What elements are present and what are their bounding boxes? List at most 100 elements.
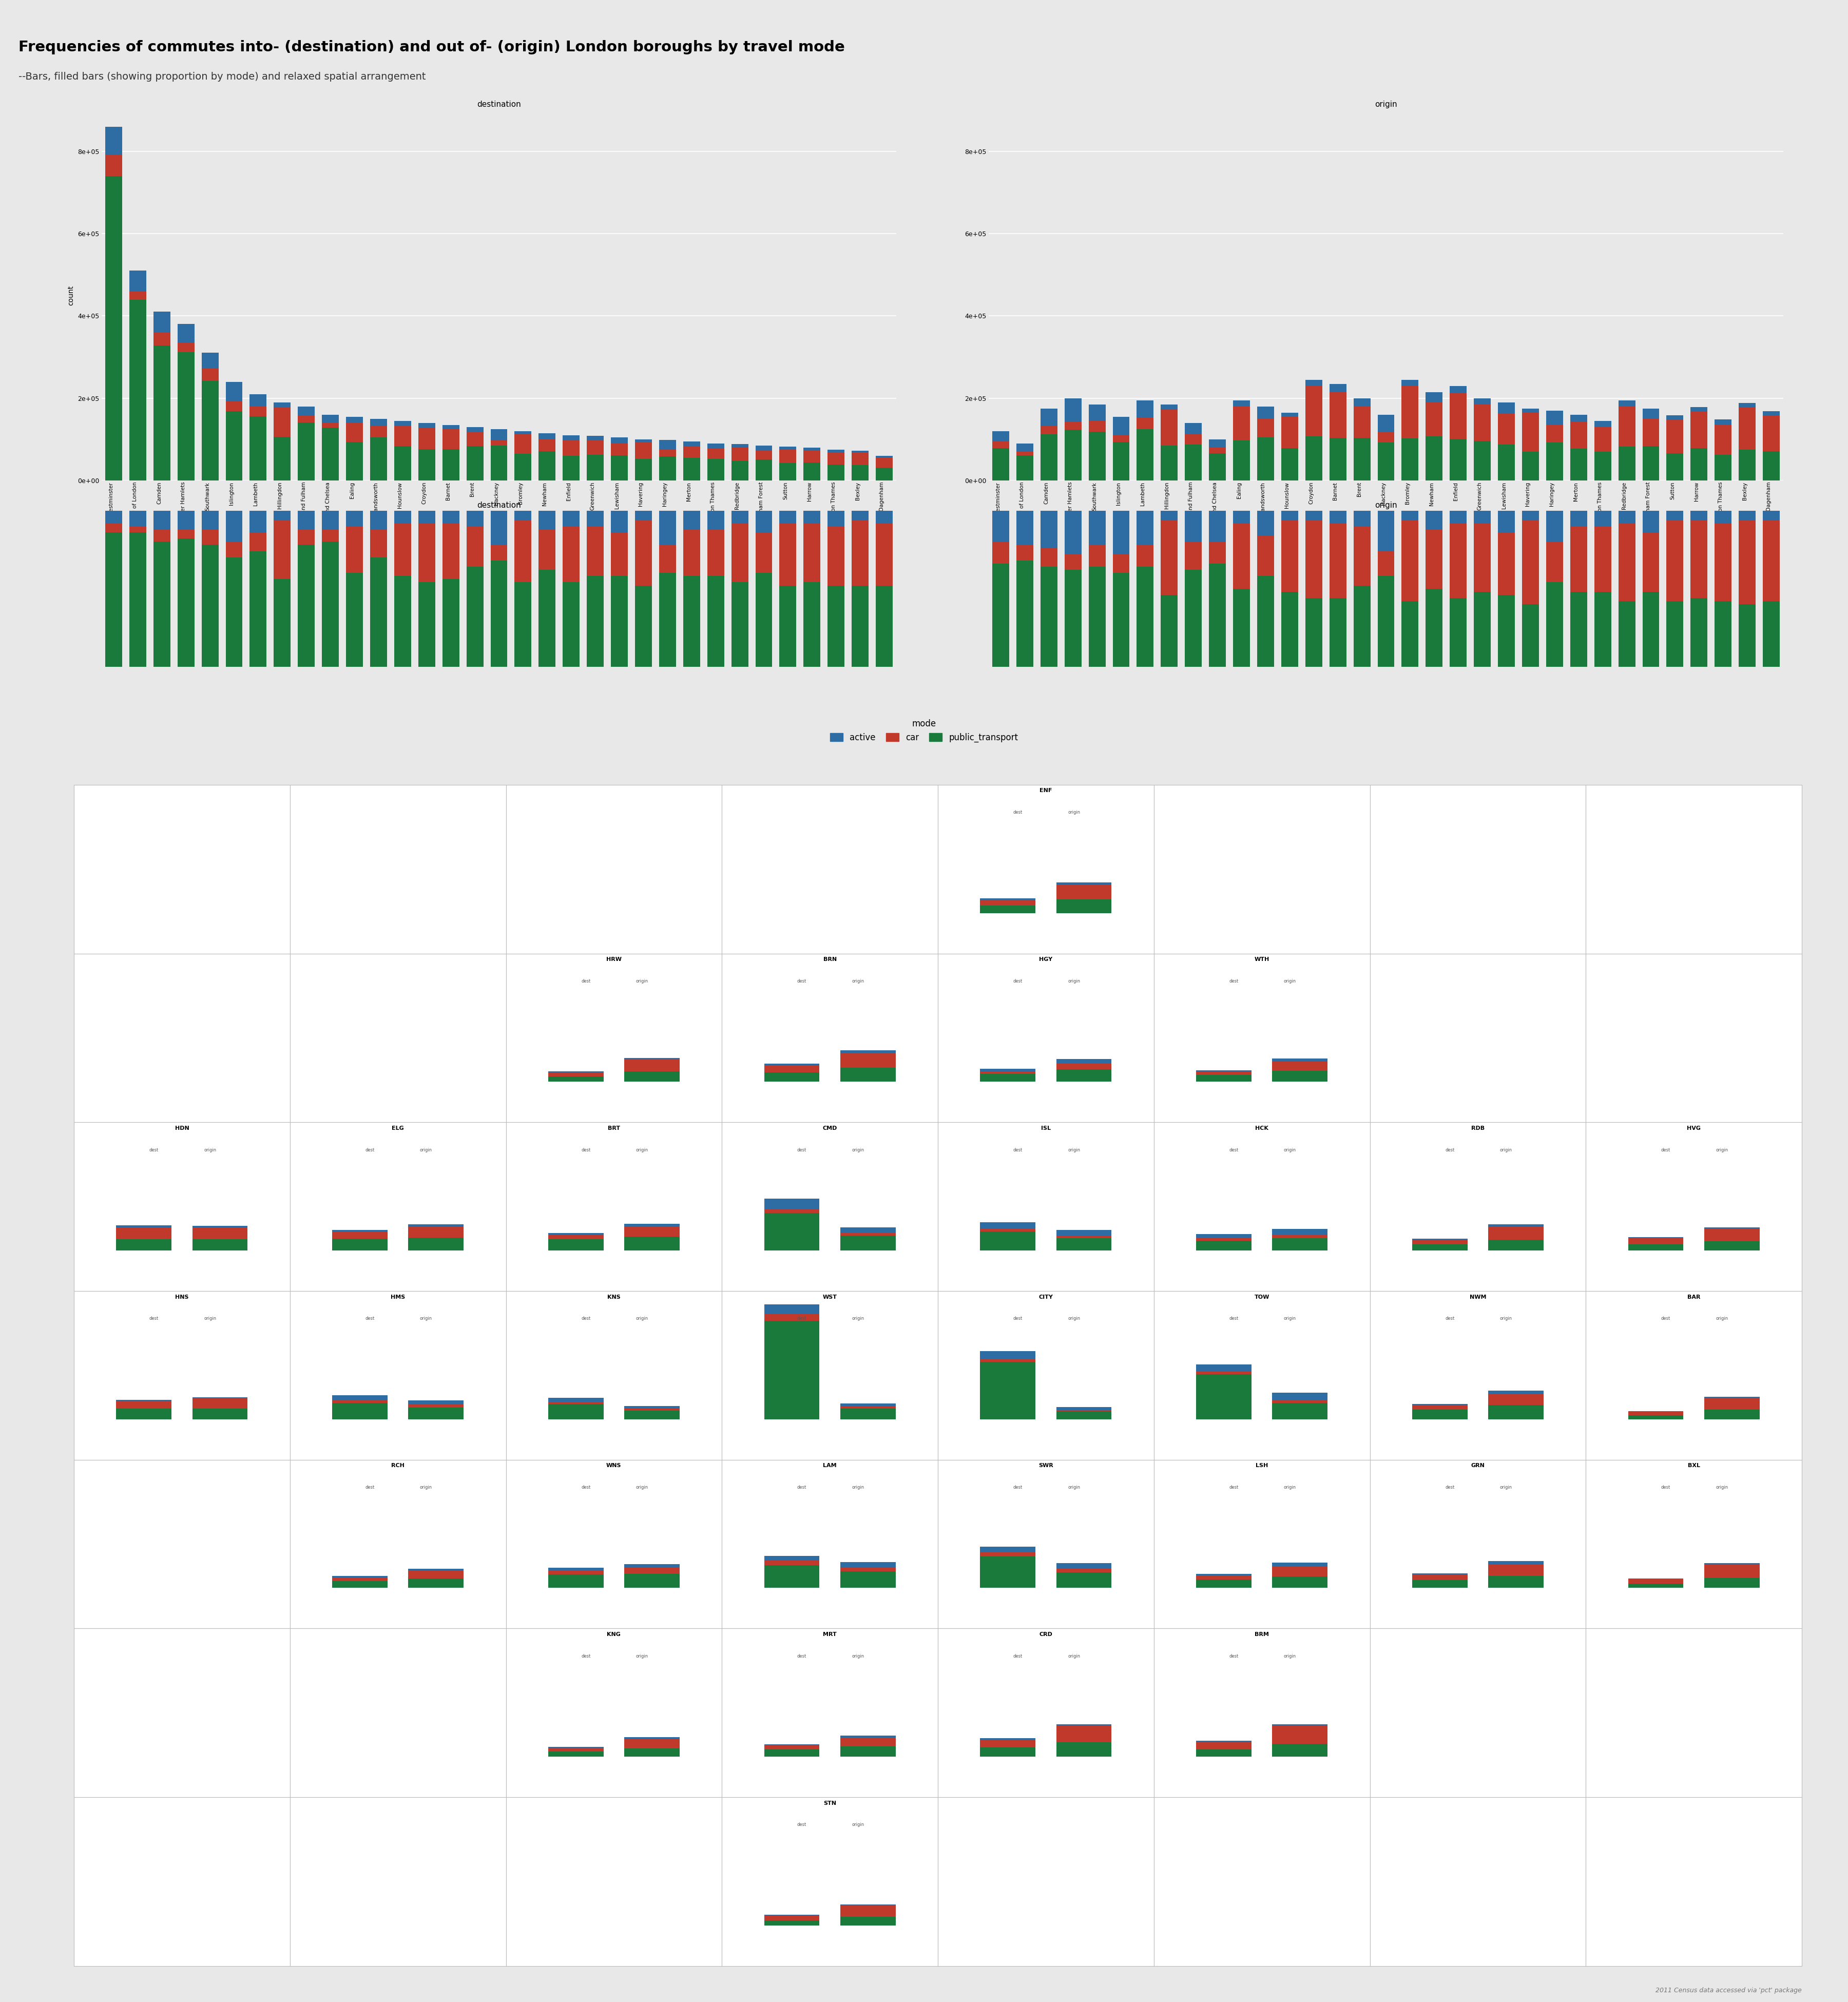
Bar bbox=[1271, 1071, 1327, 1081]
Bar bbox=[116, 1401, 172, 1409]
Text: origin: origin bbox=[1068, 1485, 1079, 1489]
Bar bbox=[1427, 436, 1443, 480]
Bar bbox=[1057, 1059, 1111, 1063]
Bar bbox=[780, 511, 796, 523]
Bar bbox=[201, 529, 218, 545]
Text: CITY: CITY bbox=[1039, 1295, 1053, 1299]
Text: WTH: WTH bbox=[1255, 957, 1270, 963]
Bar bbox=[1016, 545, 1033, 561]
Bar bbox=[105, 511, 122, 523]
Bar bbox=[1057, 1229, 1111, 1235]
Bar bbox=[1016, 561, 1033, 667]
Bar bbox=[322, 543, 338, 667]
Bar bbox=[841, 1906, 896, 1916]
Bar bbox=[1377, 551, 1395, 577]
Bar bbox=[1451, 523, 1467, 599]
Bar bbox=[1377, 577, 1395, 667]
Bar bbox=[1595, 452, 1611, 480]
Bar bbox=[1523, 521, 1539, 605]
Bar bbox=[514, 434, 532, 454]
Text: dest: dest bbox=[1013, 1147, 1022, 1153]
Bar bbox=[346, 527, 362, 573]
Bar bbox=[1739, 605, 1756, 667]
Text: origin: origin bbox=[1501, 1147, 1512, 1153]
Bar bbox=[408, 1225, 464, 1227]
Bar bbox=[979, 1556, 1035, 1588]
Bar bbox=[322, 422, 338, 428]
Bar bbox=[442, 424, 458, 428]
Bar bbox=[1057, 1570, 1111, 1572]
Bar bbox=[841, 1227, 896, 1233]
Bar bbox=[1547, 511, 1563, 543]
Bar bbox=[1628, 1584, 1684, 1588]
Bar bbox=[1040, 408, 1057, 426]
Text: dest: dest bbox=[796, 1822, 806, 1828]
Text: ENF: ENF bbox=[1040, 789, 1052, 793]
Bar bbox=[346, 422, 362, 442]
Bar bbox=[129, 300, 146, 480]
Bar bbox=[612, 454, 628, 480]
Bar bbox=[1161, 521, 1177, 595]
Bar bbox=[852, 511, 869, 521]
Bar bbox=[1271, 1235, 1327, 1237]
Bar bbox=[612, 577, 628, 667]
Bar bbox=[1523, 452, 1539, 480]
Bar bbox=[514, 511, 532, 521]
Text: dest: dest bbox=[580, 1654, 591, 1658]
Bar bbox=[1057, 1564, 1111, 1570]
Bar bbox=[841, 1233, 896, 1235]
Bar bbox=[1271, 1566, 1327, 1576]
Bar bbox=[333, 1582, 388, 1588]
Bar bbox=[201, 511, 218, 529]
Bar bbox=[201, 380, 218, 480]
Bar bbox=[841, 1403, 896, 1407]
Text: dest: dest bbox=[366, 1317, 375, 1321]
Text: origin: origin bbox=[203, 1317, 216, 1321]
Text: dest: dest bbox=[580, 979, 591, 983]
Text: origin: origin bbox=[1501, 1485, 1512, 1489]
Bar bbox=[1233, 406, 1249, 440]
Bar bbox=[1196, 1233, 1251, 1237]
Bar bbox=[1628, 1411, 1684, 1415]
Bar bbox=[1209, 452, 1225, 480]
Text: HVG: HVG bbox=[1687, 1125, 1700, 1131]
Bar bbox=[1523, 605, 1539, 667]
Bar bbox=[490, 561, 508, 667]
Text: BXL: BXL bbox=[1687, 1463, 1700, 1467]
Bar bbox=[1488, 1405, 1543, 1419]
Bar bbox=[274, 521, 290, 579]
Bar bbox=[732, 444, 748, 446]
Bar bbox=[1571, 527, 1587, 593]
Bar bbox=[249, 533, 266, 551]
Bar bbox=[1271, 1576, 1327, 1588]
Bar bbox=[1271, 1403, 1327, 1419]
Bar bbox=[394, 511, 410, 523]
Bar bbox=[876, 468, 893, 480]
Bar bbox=[625, 1574, 680, 1588]
Text: origin: origin bbox=[1715, 1485, 1728, 1489]
Bar bbox=[979, 1359, 1035, 1361]
Bar bbox=[1057, 1411, 1111, 1419]
Bar bbox=[1281, 412, 1297, 416]
Bar bbox=[625, 1411, 680, 1419]
Text: CMD: CMD bbox=[822, 1125, 837, 1131]
Bar bbox=[1715, 511, 1732, 523]
Text: origin: origin bbox=[852, 1485, 865, 1489]
Bar bbox=[1401, 601, 1419, 667]
Bar bbox=[249, 551, 266, 667]
Bar bbox=[540, 432, 556, 438]
Text: dest: dest bbox=[1013, 979, 1022, 983]
Bar bbox=[1475, 523, 1491, 593]
Text: dest: dest bbox=[796, 1654, 806, 1658]
Bar bbox=[765, 1920, 819, 1926]
Text: dest: dest bbox=[580, 1485, 591, 1489]
Bar bbox=[225, 410, 242, 480]
Bar bbox=[1475, 404, 1491, 440]
Bar bbox=[1064, 571, 1081, 667]
Bar bbox=[1667, 521, 1684, 601]
Bar bbox=[1088, 511, 1105, 545]
Bar bbox=[1488, 1562, 1543, 1564]
Bar bbox=[129, 533, 146, 667]
Bar bbox=[1763, 416, 1780, 450]
Bar bbox=[1523, 511, 1539, 521]
